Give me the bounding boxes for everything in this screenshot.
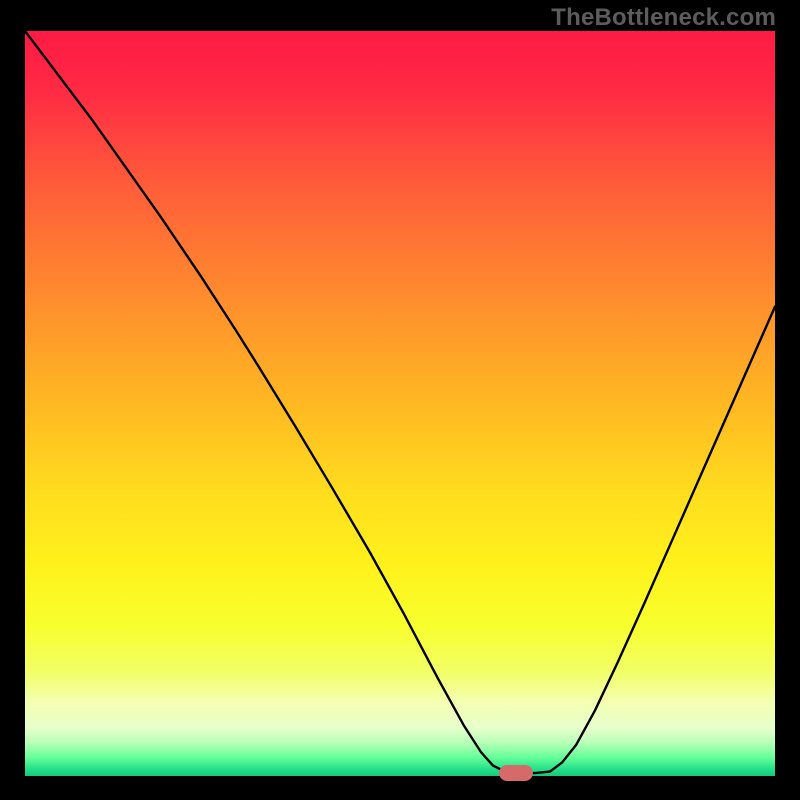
watermark-text: TheBottleneck.com [551,4,776,32]
optimum-marker [499,765,533,781]
stage: TheBottleneck.com [0,0,800,800]
bottleneck-chart [0,0,800,800]
